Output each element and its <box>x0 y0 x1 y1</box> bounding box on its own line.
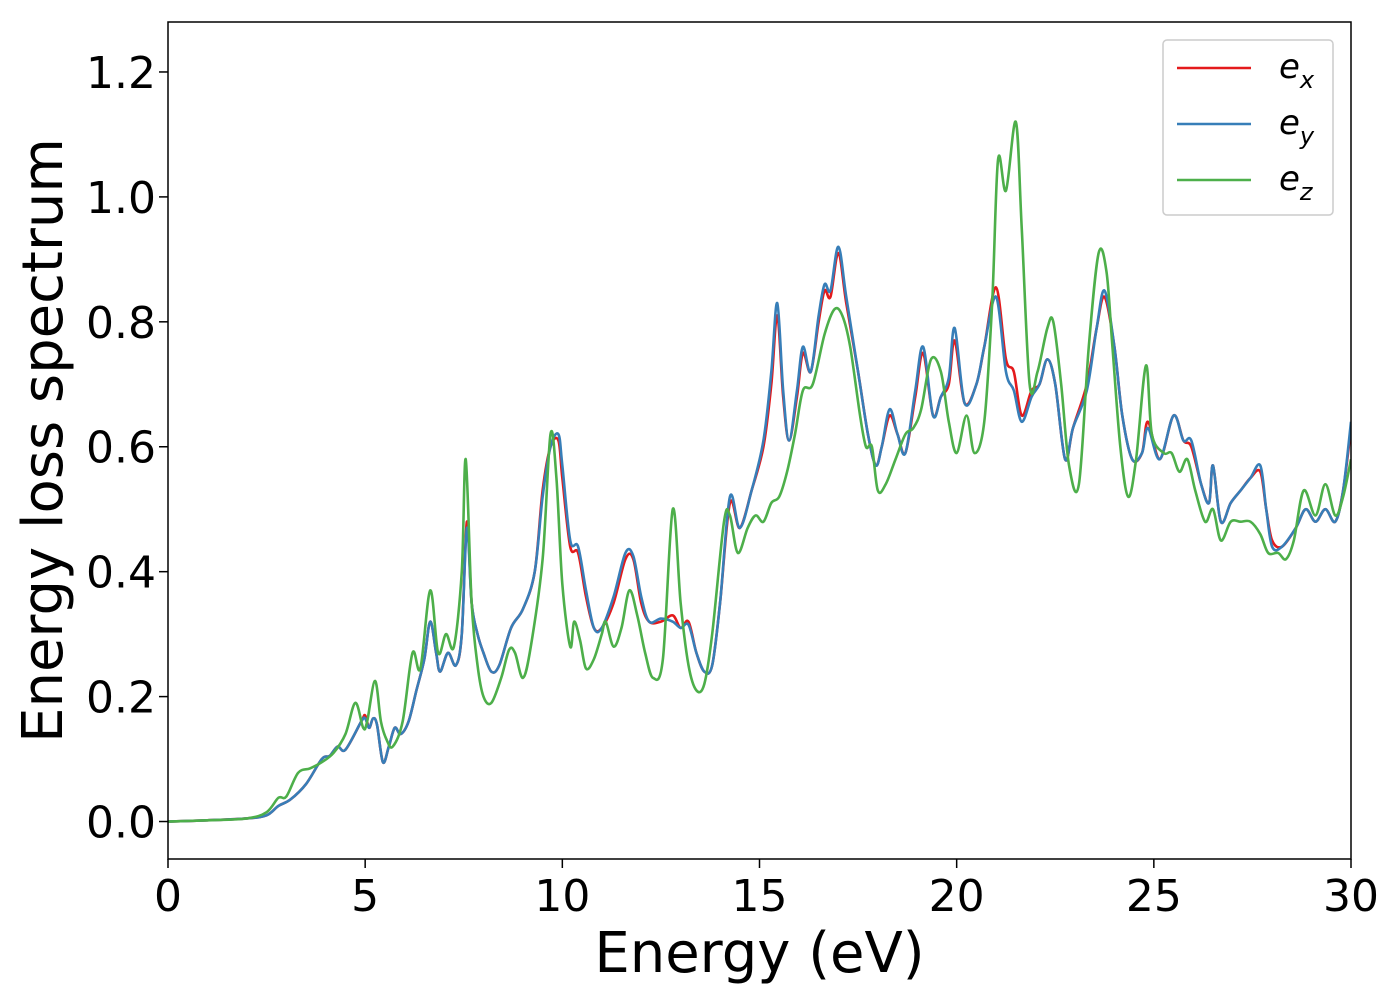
series-line-z <box>168 120 1351 823</box>
x-tick-label: 20 <box>929 871 985 922</box>
legend-label-z: ez <box>1279 159 1314 206</box>
y-ticks: 0.0 0.2 0.4 0.6 0.8 1.0 1.2 <box>86 48 168 849</box>
y-tick-label: 0.2 <box>86 673 156 724</box>
legend-box <box>1162 39 1334 216</box>
x-tick-label: 25 <box>1126 871 1182 922</box>
x-tick-label: 5 <box>351 871 379 922</box>
series-layer <box>168 120 1351 823</box>
series-line-y <box>168 245 1351 823</box>
x-ticks: 0 5 10 15 20 25 30 <box>154 859 1379 922</box>
y-tick-label: 1.0 <box>86 173 156 224</box>
x-tick-label: 10 <box>534 871 590 922</box>
legend: ex ey ez <box>1162 39 1334 216</box>
x-tick-label: 0 <box>154 871 182 922</box>
y-tick-label: 0.8 <box>86 298 156 349</box>
y-tick-label: 0.0 <box>86 798 156 849</box>
y-tick-label: 1.2 <box>86 48 156 99</box>
x-tick-label: 15 <box>732 871 788 922</box>
x-axis-title: Energy (eV) <box>594 921 924 986</box>
legend-label-y: ey <box>1279 103 1315 150</box>
y-tick-label: 0.4 <box>86 548 156 599</box>
y-tick-label: 0.6 <box>86 423 156 474</box>
legend-label-x: ex <box>1279 47 1315 94</box>
y-axis-title: Energy loss spectrum <box>11 138 76 743</box>
x-tick-label: 30 <box>1323 871 1379 922</box>
